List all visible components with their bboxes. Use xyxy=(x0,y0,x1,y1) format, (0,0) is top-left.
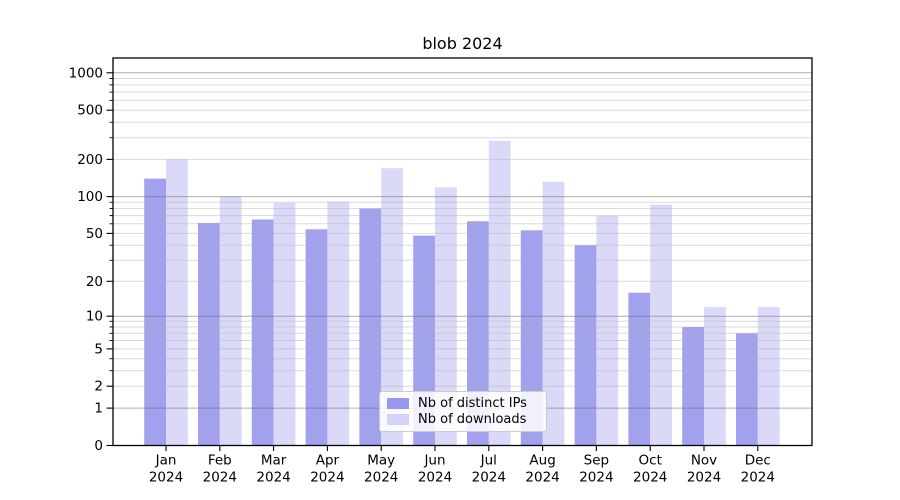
bar-downloads-mar xyxy=(273,202,296,446)
bar-downloads-oct xyxy=(650,204,672,446)
x-tick-label-month: Oct xyxy=(639,453,662,469)
legend-item-distinct-ips: Nb of distinct IPs xyxy=(387,396,538,411)
x-tick-label-year: 2024 xyxy=(418,470,452,486)
x-tick-label-month: Jan xyxy=(155,453,177,469)
x-tick-label-year: 2024 xyxy=(525,470,559,486)
bar-downloads-sep xyxy=(596,215,619,446)
x-tick-label-month: Nov xyxy=(691,453,717,469)
x-tick-label-month: Mar xyxy=(261,453,287,469)
bar-ips-feb xyxy=(198,222,220,446)
bar-downloads-may xyxy=(381,168,403,446)
x-tick-label-month: May xyxy=(367,453,395,469)
x-tick-label-year: 2024 xyxy=(149,470,183,486)
axes-frame xyxy=(112,57,813,447)
bar-downloads-nov xyxy=(704,307,726,446)
bar-ips-jul xyxy=(467,221,489,446)
x-tick-label-month: Apr xyxy=(316,453,340,469)
bar-ips-may xyxy=(359,208,382,446)
bar-downloads-jul xyxy=(488,140,511,446)
bar-ips-oct xyxy=(628,292,651,446)
legend-swatch-distinct-ips xyxy=(387,398,409,409)
y-tick-label: 2 xyxy=(94,379,103,395)
x-tick-label-year: 2024 xyxy=(256,470,290,486)
y-tick-label: 200 xyxy=(77,152,103,168)
bar-downloads-apr xyxy=(327,201,350,446)
x-tick-label-month: Feb xyxy=(208,453,232,469)
x-tick-label-month: Dec xyxy=(745,453,771,469)
x-tick-label-year: 2024 xyxy=(203,470,237,486)
bar-downloads-feb xyxy=(219,196,242,446)
y-tick-label: 1000 xyxy=(69,65,103,81)
legend-swatch-downloads xyxy=(387,414,409,425)
x-tick-label-month: Jun xyxy=(423,453,445,469)
y-tick-label: 1 xyxy=(94,401,103,417)
bar-ips-dec xyxy=(736,333,758,446)
bar-downloads-dec xyxy=(757,307,780,446)
chart-title: blob 2024 xyxy=(422,34,503,53)
bar-ips-mar xyxy=(251,219,274,446)
bar-ips-sep xyxy=(574,245,597,446)
x-tick-label-year: 2024 xyxy=(310,470,344,486)
legend-label-distinct-ips: Nb of distinct IPs xyxy=(418,396,527,411)
legend-label-downloads: Nb of downloads xyxy=(418,412,527,427)
y-tick-label: 20 xyxy=(86,274,103,290)
x-tick-label-year: 2024 xyxy=(364,470,398,486)
y-tick-label: 5 xyxy=(94,341,103,357)
x-tick-label-month: Sep xyxy=(584,453,609,469)
y-tick-label: 500 xyxy=(77,103,103,119)
y-tick-label: 10 xyxy=(86,309,103,325)
y-tick-label: 50 xyxy=(86,226,103,242)
y-tick-label: 100 xyxy=(77,189,103,205)
bar-ips-apr xyxy=(305,229,328,446)
x-tick-label-month: Jul xyxy=(480,453,497,469)
x-tick-label-year: 2024 xyxy=(633,470,667,486)
x-tick-label-year: 2024 xyxy=(472,470,506,486)
legend-item-downloads: Nb of downloads xyxy=(387,412,538,427)
bar-downloads-jan xyxy=(166,159,188,446)
bar-downloads-aug xyxy=(542,181,565,446)
bar-ips-nov xyxy=(682,327,704,446)
x-tick-label-month: Aug xyxy=(529,453,555,469)
x-tick-label-year: 2024 xyxy=(687,470,721,486)
bar-ips-jan xyxy=(144,178,166,446)
y-tick-label: 0 xyxy=(94,438,103,454)
x-tick-label-year: 2024 xyxy=(741,470,775,486)
x-tick-label-year: 2024 xyxy=(579,470,613,486)
chart-legend: Nb of distinct IPs Nb of downloads xyxy=(379,391,547,432)
